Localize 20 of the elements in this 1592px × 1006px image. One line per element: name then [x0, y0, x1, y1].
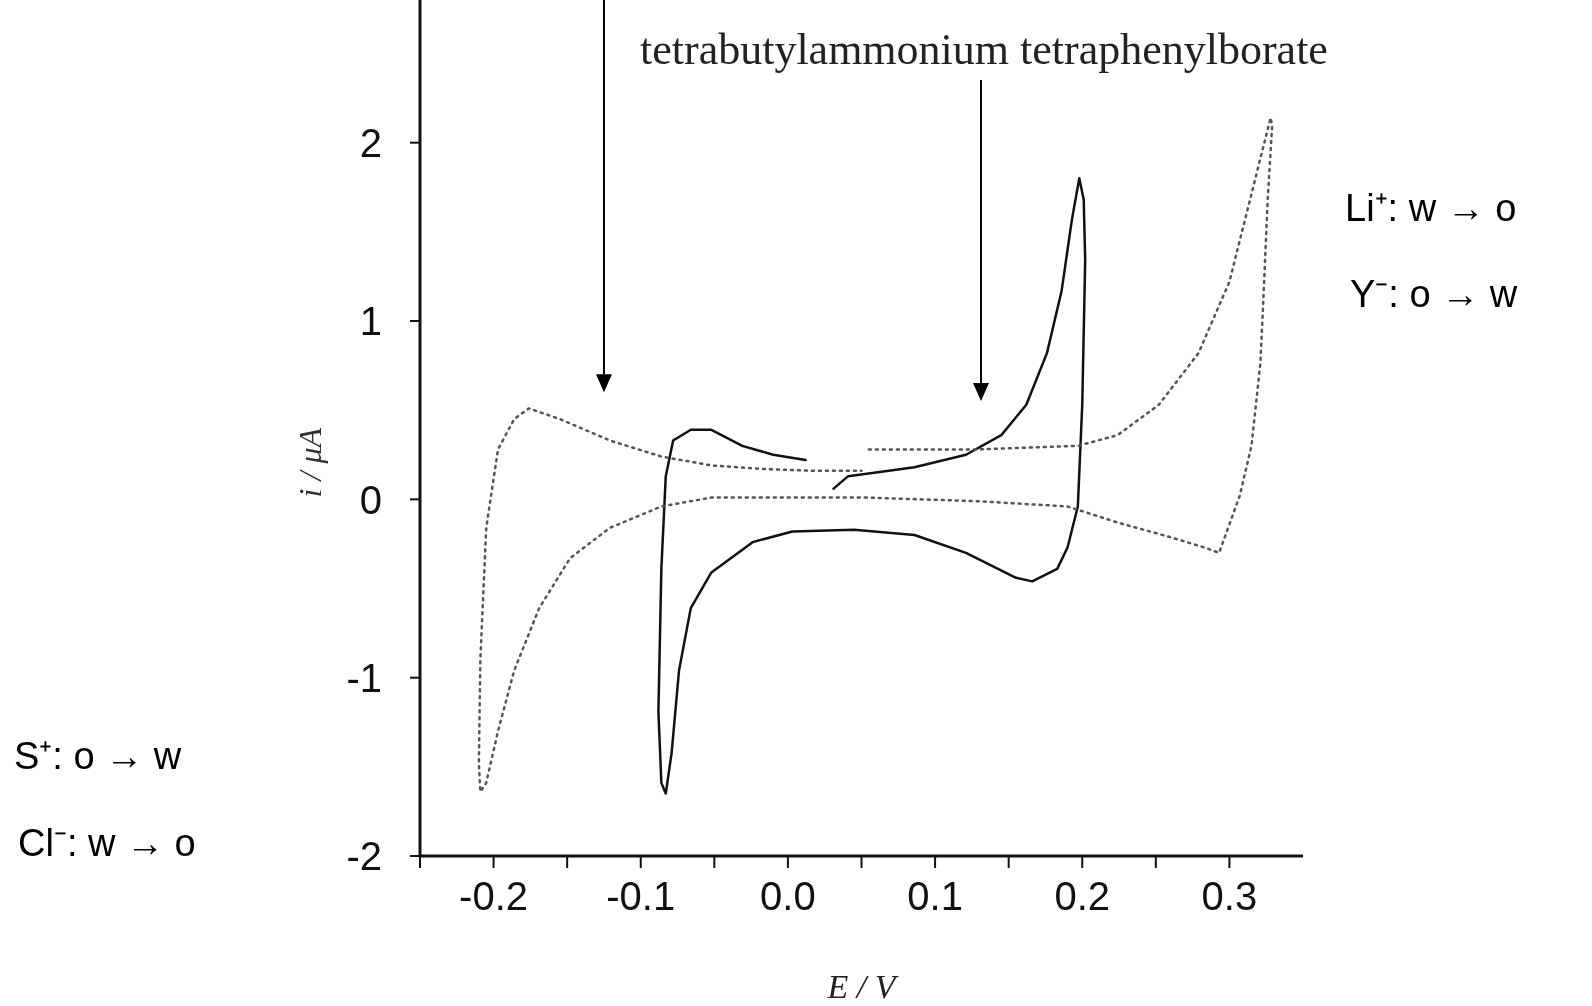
annotation: tetrabutylammonium tetraphenylborate [640, 24, 1328, 75]
y-axis-title: i / μA [292, 427, 329, 498]
x-tick-label: 0.1 [907, 874, 963, 919]
x-tick-label: 0.2 [1054, 874, 1111, 919]
y-tick-label: -2 [346, 834, 382, 879]
x-tick-label: -0.1 [606, 874, 676, 919]
x-tick-label: -0.2 [459, 874, 529, 919]
x-tick-label: 0.3 [1201, 874, 1258, 919]
line-series [477, 116, 1274, 794]
text: S⁺: o → w [14, 734, 182, 779]
x-axis-title: E / V [826, 968, 900, 1005]
y-tick-label: 2 [359, 120, 382, 165]
line-series [657, 177, 1087, 795]
y-tick-label: -1 [346, 655, 382, 700]
text: Cl⁻: w → o [18, 821, 196, 866]
y-tick-label: 0 [359, 477, 382, 522]
x-tick-label: 0.0 [760, 874, 816, 919]
text: Li⁺: w → o [1345, 186, 1517, 231]
y-tick-label: 1 [359, 299, 382, 344]
text: Y⁻: o → w [1350, 272, 1518, 317]
